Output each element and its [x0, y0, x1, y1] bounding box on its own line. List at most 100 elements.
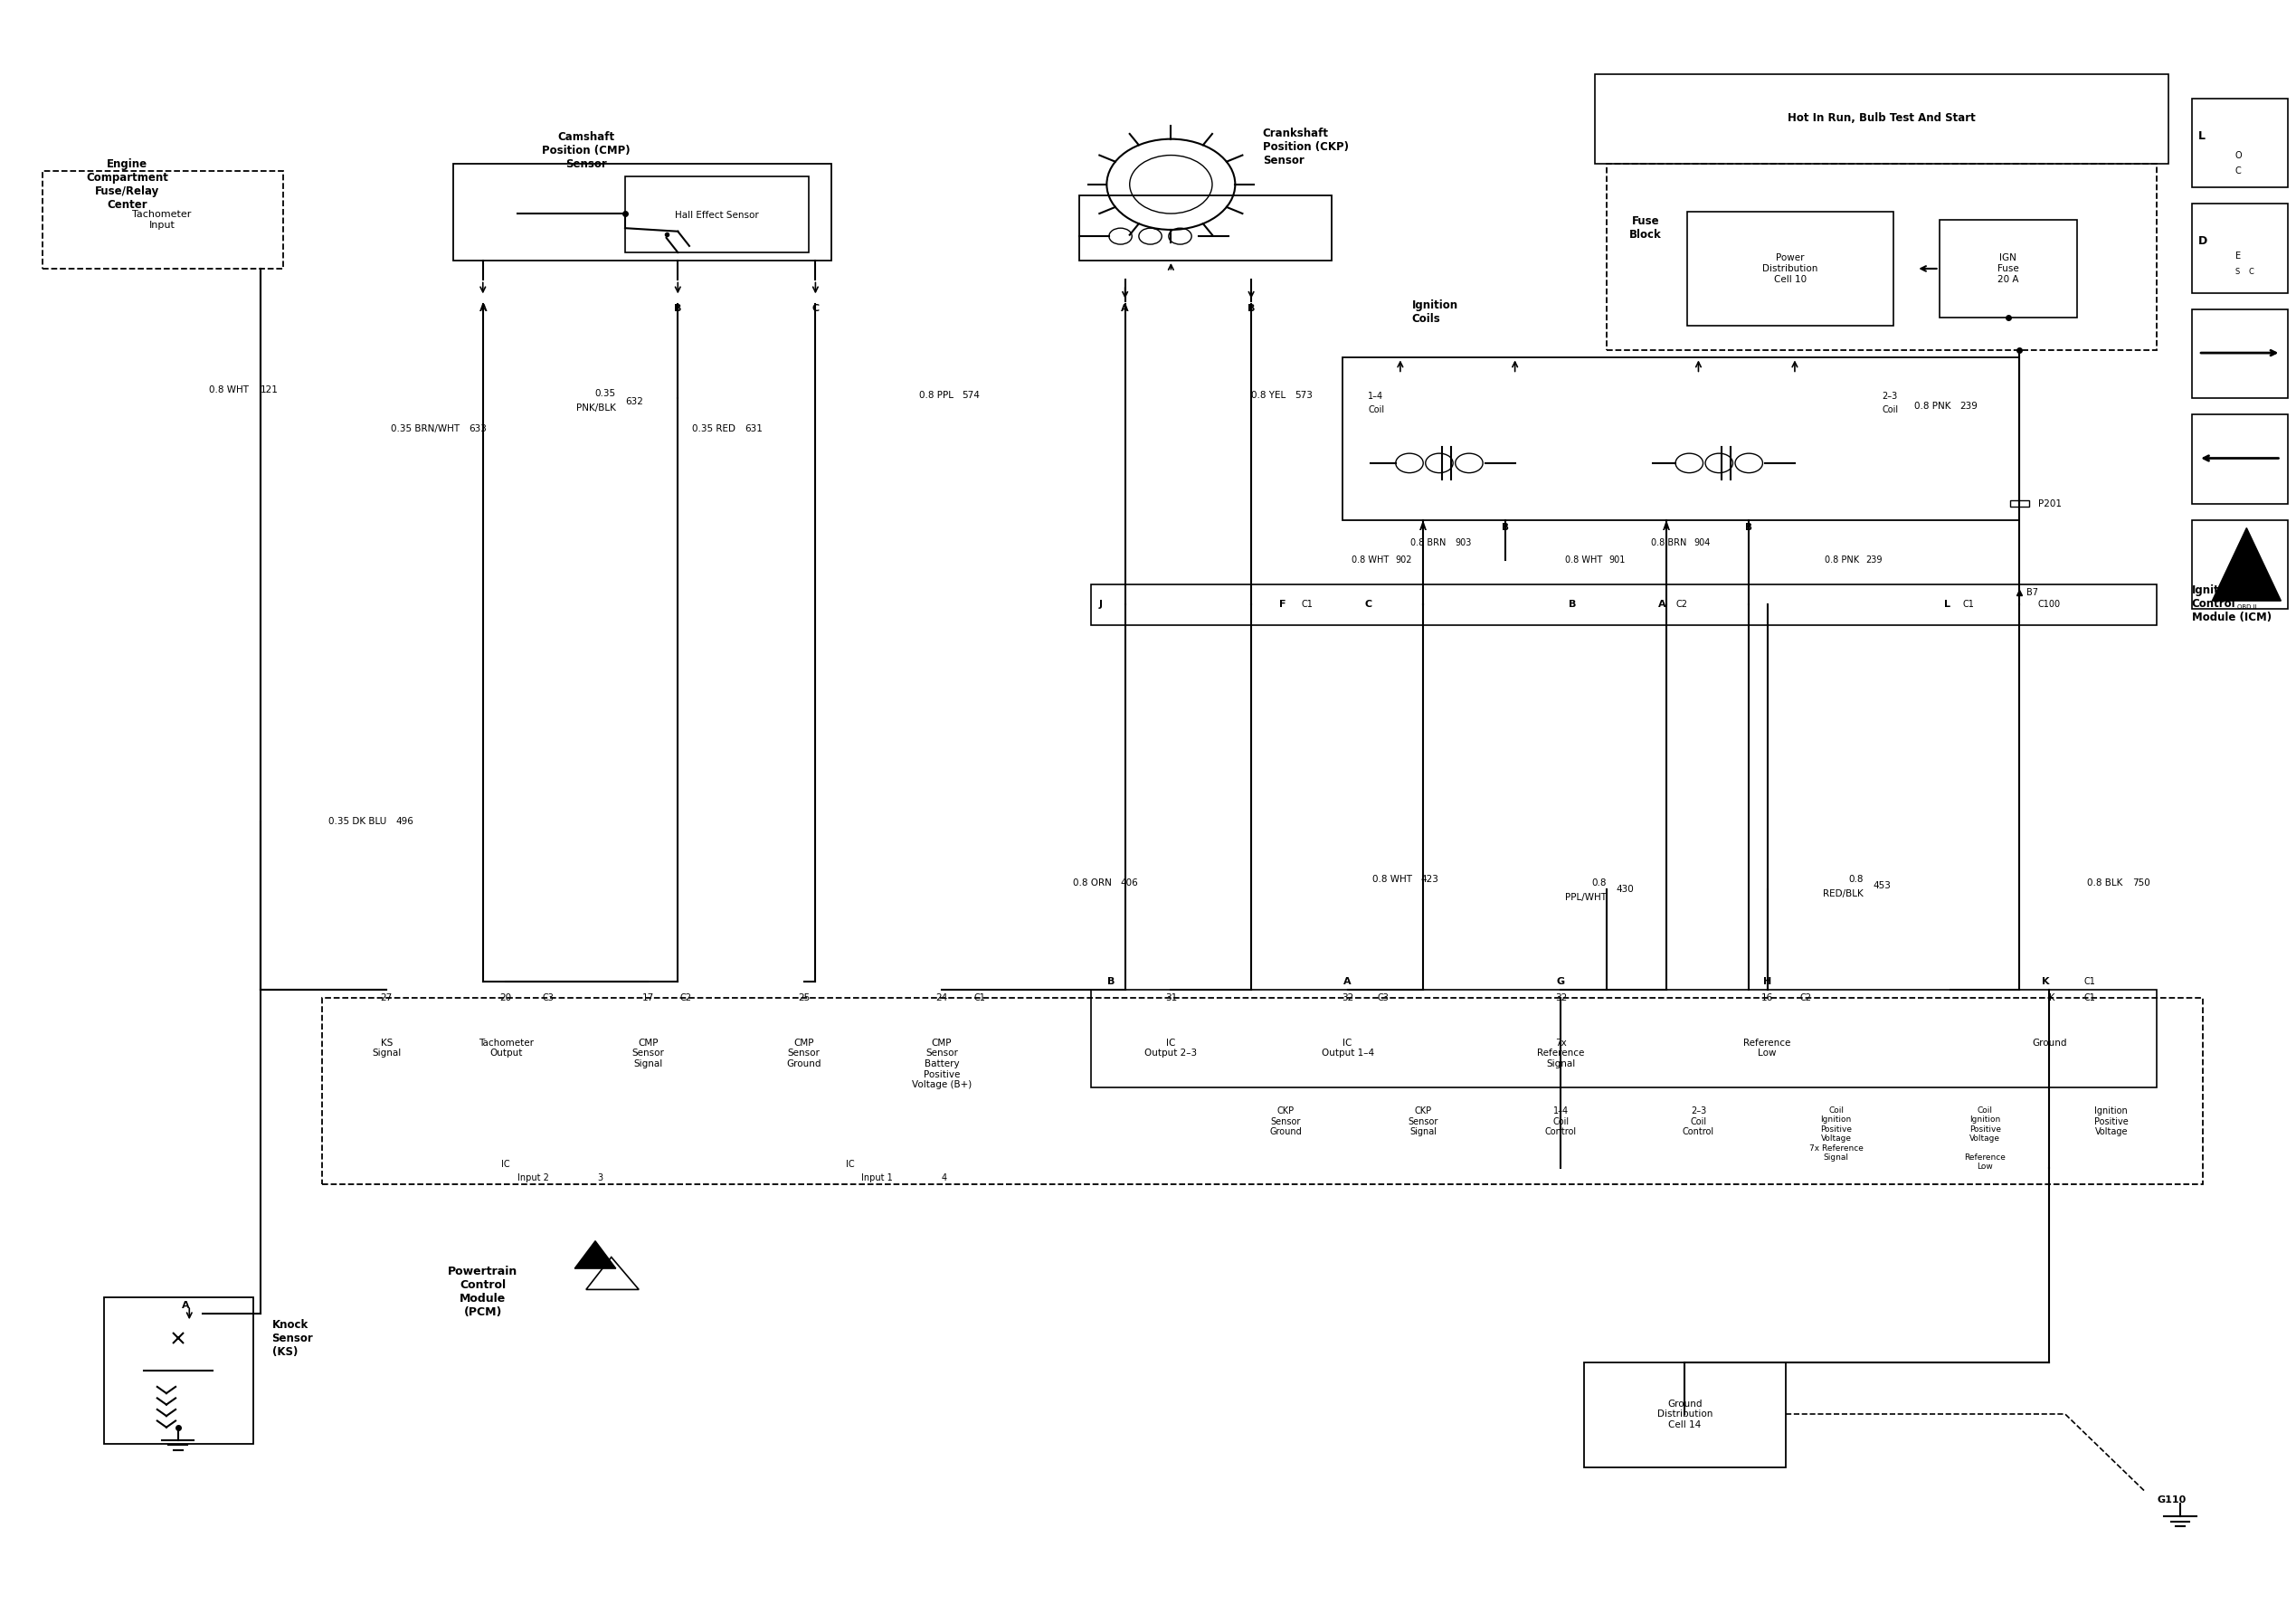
Text: 0.8 WHT: 0.8 WHT: [1566, 555, 1603, 565]
Text: H: H: [1763, 977, 1773, 987]
Text: L: L: [2197, 130, 2206, 141]
Text: Engine
Compartment
Fuse/Relay
Center: Engine Compartment Fuse/Relay Center: [87, 157, 168, 211]
Bar: [2193, 414, 2287, 503]
Text: Coil
Ignition
Positive
Voltage

Reference
Low: Coil Ignition Positive Voltage Reference…: [1965, 1107, 2007, 1172]
Bar: [321, 998, 2202, 1185]
Text: Ground: Ground: [2032, 1039, 2066, 1047]
Text: A: A: [1120, 304, 1130, 313]
Text: Input 2: Input 2: [517, 1173, 549, 1182]
Text: CKP
Sensor
Ground: CKP Sensor Ground: [1270, 1107, 1302, 1136]
Text: 750: 750: [2133, 878, 2149, 888]
Bar: [1079, 196, 1332, 261]
Text: Ground
Distribution
Cell 14: Ground Distribution Cell 14: [1658, 1399, 1713, 1430]
Text: A: A: [181, 1302, 188, 1310]
Bar: [452, 164, 831, 261]
Text: 496: 496: [395, 816, 413, 826]
Polygon shape: [2211, 527, 2280, 601]
Text: L: L: [1945, 599, 1952, 609]
Polygon shape: [574, 1242, 615, 1269]
Text: A: A: [1419, 523, 1426, 532]
Text: K: K: [2041, 977, 2050, 987]
Text: 0.8 PNK: 0.8 PNK: [1915, 403, 1952, 411]
Bar: [625, 177, 808, 253]
Text: 0.35 BRN/WHT: 0.35 BRN/WHT: [390, 425, 459, 433]
Text: 904: 904: [1694, 537, 1711, 547]
Text: 0.8: 0.8: [1591, 878, 1607, 888]
Text: A: A: [1343, 977, 1352, 987]
Text: C1: C1: [2085, 977, 2096, 987]
Text: IC
Output 1–4: IC Output 1–4: [1320, 1039, 1373, 1058]
Text: 0.8 WHT: 0.8 WHT: [1352, 555, 1389, 565]
Text: 406: 406: [1120, 878, 1139, 888]
Text: C: C: [2248, 268, 2255, 276]
Text: 17: 17: [643, 993, 654, 1003]
Text: IC
Output 2–3: IC Output 2–3: [1146, 1039, 1196, 1058]
Text: IGN
Fuse
20 A: IGN Fuse 20 A: [1998, 253, 2018, 284]
Text: CMP
Sensor
Signal: CMP Sensor Signal: [631, 1039, 664, 1068]
Text: Camshaft
Position (CMP)
Sensor: Camshaft Position (CMP) Sensor: [542, 131, 631, 170]
Text: 239: 239: [1867, 555, 1883, 565]
Text: 574: 574: [962, 391, 980, 399]
Text: IC: IC: [845, 1160, 854, 1169]
Bar: [103, 1298, 253, 1443]
Text: K: K: [2050, 993, 2055, 1003]
Text: 32: 32: [1554, 993, 1566, 1003]
Text: CMP
Sensor
Battery
Positive
Voltage (B+): CMP Sensor Battery Positive Voltage (B+): [912, 1039, 971, 1089]
Text: G: G: [1557, 977, 1566, 987]
Text: 430: 430: [1616, 885, 1635, 894]
Text: C1: C1: [2085, 993, 2096, 1003]
Text: G110: G110: [2158, 1496, 2186, 1505]
Text: 902: 902: [1396, 555, 1412, 565]
Text: 901: 901: [1609, 555, 1626, 565]
Text: Coil
Ignition
Positive
Voltage
7x Reference
Signal: Coil Ignition Positive Voltage 7x Refere…: [1809, 1107, 1862, 1162]
Text: 25: 25: [799, 993, 810, 1003]
Text: B: B: [1502, 523, 1508, 532]
Text: 16: 16: [1761, 993, 1773, 1003]
Bar: [1584, 1362, 1786, 1467]
Bar: [1688, 213, 1894, 325]
Text: 4: 4: [941, 1173, 948, 1182]
Text: C2: C2: [1676, 599, 1688, 609]
Text: B: B: [1247, 304, 1256, 313]
Text: 24: 24: [934, 993, 948, 1003]
Text: 27: 27: [381, 993, 393, 1003]
Bar: [2193, 519, 2287, 609]
Text: B: B: [1107, 977, 1116, 987]
Text: C3: C3: [1378, 993, 1389, 1003]
Text: C: C: [813, 304, 820, 313]
Text: C: C: [1364, 599, 1371, 609]
Text: S: S: [2234, 268, 2241, 276]
Text: C100: C100: [2039, 599, 2060, 609]
Text: 239: 239: [1961, 403, 1977, 411]
Text: 0.35: 0.35: [595, 390, 615, 398]
Text: O: O: [2234, 151, 2241, 159]
Text: 0.8 BRN: 0.8 BRN: [1651, 537, 1688, 547]
Text: B7: B7: [2027, 588, 2039, 597]
Text: 0.8 PNK: 0.8 PNK: [1825, 555, 1860, 565]
Text: D: D: [2197, 235, 2209, 247]
Text: Tachometer
Output: Tachometer Output: [478, 1039, 533, 1058]
Text: 121: 121: [259, 386, 278, 394]
Text: C1: C1: [974, 993, 985, 1003]
Text: F: F: [1279, 599, 1286, 609]
Text: 0.35 RED: 0.35 RED: [691, 425, 735, 433]
Text: 0.8 BLK: 0.8 BLK: [2087, 878, 2124, 888]
Text: 2–3: 2–3: [1883, 393, 1896, 401]
Text: 0.8 BRN: 0.8 BRN: [1410, 537, 1446, 547]
Text: C1: C1: [1963, 599, 1975, 609]
Bar: [2011, 500, 2030, 506]
Text: C3: C3: [542, 993, 553, 1003]
Text: PNK/BLK: PNK/BLK: [576, 404, 615, 412]
Text: Reference
Low: Reference Low: [1743, 1039, 1791, 1058]
Bar: [2193, 204, 2287, 292]
Text: 20: 20: [501, 993, 512, 1003]
Bar: [2193, 99, 2287, 188]
Text: 0.8 WHT: 0.8 WHT: [1373, 875, 1412, 885]
Text: 633: 633: [468, 425, 487, 433]
Text: Hot In Run, Bulb Test And Start: Hot In Run, Bulb Test And Start: [1789, 112, 1977, 123]
Text: Ignition
Positive
Voltage: Ignition Positive Voltage: [2094, 1107, 2128, 1136]
Text: C2: C2: [1800, 993, 1812, 1003]
Text: B: B: [675, 304, 682, 313]
Text: A: A: [480, 304, 487, 313]
Text: KS
Signal: KS Signal: [372, 1039, 402, 1058]
